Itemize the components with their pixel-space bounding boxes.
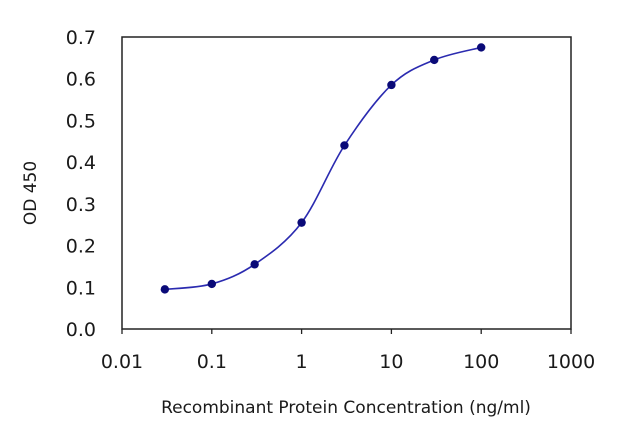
y-axis-title: OD 450 bbox=[21, 161, 41, 225]
y-tick-label: 0.2 bbox=[66, 236, 96, 258]
data-point bbox=[387, 80, 396, 90]
y-tick-label: 0.3 bbox=[66, 194, 96, 216]
y-tick-label: 0.1 bbox=[66, 277, 96, 299]
data-point bbox=[207, 279, 216, 289]
y-tick-label: 0.5 bbox=[66, 110, 96, 132]
series-layer bbox=[160, 43, 486, 294]
y-tick-label: 0.0 bbox=[66, 319, 96, 341]
x-axis-title: Recombinant Protein Concentration (ng/ml… bbox=[161, 398, 531, 418]
x-tick-label: 0.01 bbox=[101, 351, 143, 373]
data-point bbox=[160, 285, 170, 294]
x-tick-label: 10 bbox=[379, 351, 403, 373]
x-tick-label: 1000 bbox=[547, 351, 595, 373]
plot-area bbox=[121, 36, 572, 330]
data-point bbox=[477, 43, 486, 52]
x-tick-label: 100 bbox=[463, 351, 499, 373]
x-tick-label: 0.1 bbox=[197, 351, 227, 373]
y-tick-label: 0.7 bbox=[66, 27, 96, 49]
series-line bbox=[164, 46, 482, 291]
data-point bbox=[340, 141, 349, 150]
plot-frame-layer bbox=[121, 36, 572, 334]
x-tick-label: 1 bbox=[296, 351, 308, 373]
data-point bbox=[430, 55, 439, 65]
y-tick-label: 0.4 bbox=[66, 152, 96, 174]
y-tick-label: 0.6 bbox=[66, 69, 96, 91]
y-tick-labels: 0.0 0.1 0.2 0.3 0.4 0.5 0.6 0.7 bbox=[66, 27, 96, 341]
x-tick-labels: 0.01 0.1 1 10 100 1000 bbox=[101, 351, 595, 373]
data-point bbox=[297, 218, 306, 227]
data-point bbox=[250, 260, 259, 269]
